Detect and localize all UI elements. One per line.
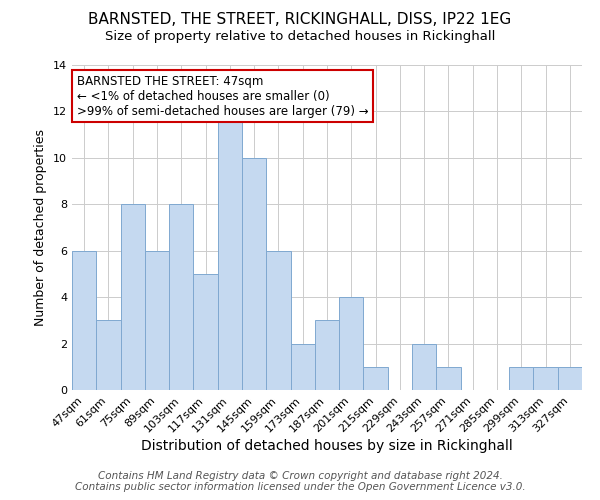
X-axis label: Distribution of detached houses by size in Rickinghall: Distribution of detached houses by size … <box>141 440 513 454</box>
Bar <box>193 274 218 390</box>
Bar <box>145 250 169 390</box>
Bar <box>290 344 315 390</box>
Bar <box>412 344 436 390</box>
Bar <box>121 204 145 390</box>
Text: Contains HM Land Registry data © Crown copyright and database right 2024.
Contai: Contains HM Land Registry data © Crown c… <box>74 471 526 492</box>
Bar <box>558 367 582 390</box>
Bar <box>96 320 121 390</box>
Bar <box>315 320 339 390</box>
Bar <box>509 367 533 390</box>
Bar <box>533 367 558 390</box>
Bar <box>72 250 96 390</box>
Bar <box>266 250 290 390</box>
Text: BARNSTED THE STREET: 47sqm
← <1% of detached houses are smaller (0)
>99% of semi: BARNSTED THE STREET: 47sqm ← <1% of deta… <box>77 74 369 118</box>
Bar <box>436 367 461 390</box>
Text: BARNSTED, THE STREET, RICKINGHALL, DISS, IP22 1EG: BARNSTED, THE STREET, RICKINGHALL, DISS,… <box>88 12 512 28</box>
Bar <box>169 204 193 390</box>
Bar <box>242 158 266 390</box>
Text: Size of property relative to detached houses in Rickinghall: Size of property relative to detached ho… <box>105 30 495 43</box>
Bar <box>364 367 388 390</box>
Bar <box>339 297 364 390</box>
Bar <box>218 112 242 390</box>
Y-axis label: Number of detached properties: Number of detached properties <box>34 129 47 326</box>
